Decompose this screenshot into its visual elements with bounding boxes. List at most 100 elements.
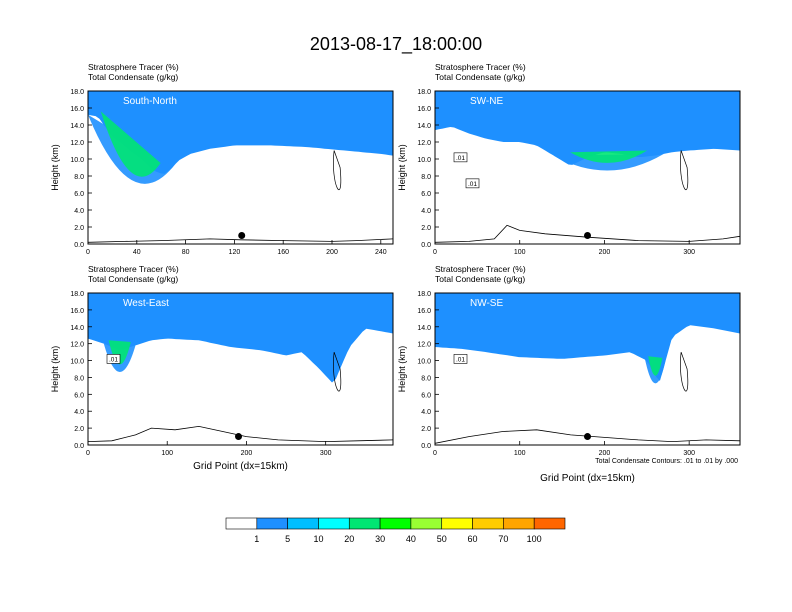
- contour-label-box: [453, 354, 468, 364]
- contour-label: .01: [456, 356, 465, 363]
- y-tick-label: 0.0: [74, 242, 84, 249]
- colorbar-box: [379, 517, 412, 530]
- x-tick-label: 120: [229, 249, 241, 256]
- colorbar-label: 40: [406, 534, 416, 544]
- colorbar-box: [472, 517, 504, 530]
- x-tick-label: 160: [277, 249, 289, 256]
- terrain-line: [88, 425, 393, 443]
- y-tick-label: 10.0: [70, 157, 84, 164]
- y-tick-label: 12.0: [417, 342, 431, 349]
- x-tick-label: 300: [683, 450, 695, 457]
- x-tick-label: 100: [514, 249, 526, 256]
- left-title-2: Total Condensate (g/kg): [435, 72, 525, 82]
- colorbar-label: 50: [437, 534, 447, 544]
- colorbar-box: [225, 517, 258, 530]
- panel-1: South-North Stratosphere Tracer (%)Total …: [50, 62, 394, 256]
- y-tick-label: 6.0: [421, 392, 431, 399]
- tracer-band: [88, 91, 393, 174]
- tracer-field: [88, 91, 393, 244]
- x-tick-label: 200: [326, 249, 338, 256]
- left-title-2: Total Condensate (g/kg): [88, 72, 178, 82]
- panel-frame: [87, 90, 394, 245]
- x-tick-label: 200: [599, 249, 611, 256]
- contour-label-box: [106, 354, 121, 364]
- tracer-band: [435, 293, 740, 381]
- left-title-2: Total Condensate (g/kg): [88, 274, 178, 284]
- contour-label: .01: [456, 155, 465, 162]
- colorbar: 1 5 10 20 30 40 50 60 70 100: [225, 517, 566, 544]
- y-tick-label: 10.0: [417, 157, 431, 164]
- contour-label-box: [465, 178, 480, 189]
- location-marker: [235, 433, 243, 441]
- colorbar-label: 10: [313, 534, 323, 544]
- tracer-band: [435, 91, 740, 165]
- x-tick-label: 80: [182, 249, 190, 256]
- y-tick-label: 0.0: [421, 242, 431, 249]
- panel-frame: [434, 292, 741, 446]
- location-marker: [238, 232, 246, 239]
- panel-3: .01 West-East Stratosphere Tracer (%)Total…: [50, 264, 394, 472]
- panel-label: SW-NE: [470, 96, 503, 107]
- y-tick-label: 18.0: [417, 291, 431, 298]
- condensate-contour: [680, 150, 689, 191]
- x-tick-label: 0: [86, 450, 90, 457]
- colorbar-label: 60: [468, 534, 478, 544]
- y-tick-label: 16.0: [417, 106, 431, 113]
- condensate-contour: [333, 150, 342, 191]
- contour-label: .01: [109, 356, 118, 363]
- y-tick-label: 0.0: [421, 443, 431, 450]
- colorbar-box: [503, 517, 535, 530]
- tracer-field: [435, 293, 740, 445]
- left-title-1: Stratosphere Tracer (%): [435, 264, 526, 274]
- colorbar-label: 70: [498, 534, 508, 544]
- y-tick-label: 18.0: [417, 89, 431, 96]
- panel-frame: [434, 90, 741, 245]
- location-marker: [584, 232, 591, 239]
- y-tick-label: 4.0: [74, 409, 84, 416]
- tracer-intrusion-core: [100, 111, 161, 177]
- colorbar-label: 1: [254, 534, 259, 544]
- y-tick-label: 6.0: [74, 191, 84, 198]
- contour-label: .01: [468, 181, 477, 188]
- panel-label: NW-SE: [470, 298, 503, 309]
- condensate-contour: [333, 351, 342, 392]
- y-tick-label: 16.0: [70, 106, 84, 113]
- tracer-band: [88, 293, 393, 383]
- panel-label: West-East: [123, 298, 169, 309]
- panel-label: South-North: [123, 96, 177, 107]
- x-tick-label: 200: [599, 450, 611, 457]
- left-title-1: Stratosphere Tracer (%): [88, 62, 179, 72]
- x-tick-label: 300: [683, 249, 695, 256]
- tracer-intrusion-core: [108, 340, 131, 365]
- tracer-field: [435, 91, 740, 244]
- contour-label-box: [453, 152, 468, 163]
- y-tick-label: 8.0: [74, 375, 84, 382]
- tracer-intrusion-core: [570, 150, 648, 163]
- x-axis-label: Grid Point (dx=15km): [540, 473, 635, 484]
- terrain-line: [435, 224, 740, 243]
- x-axis-label: Grid Point (dx=15km): [193, 461, 288, 472]
- colorbar-label: 20: [344, 534, 354, 544]
- left-title-2: Total Condensate (g/kg): [435, 274, 525, 284]
- y-tick-label: 2.0: [74, 225, 84, 232]
- x-tick-label: 100: [514, 450, 526, 457]
- y-tick-label: 16.0: [417, 308, 431, 315]
- x-tick-label: 240: [375, 249, 387, 256]
- y-tick-label: 12.0: [417, 140, 431, 147]
- y-tick-label: 14.0: [417, 325, 431, 332]
- y-tick-label: 8.0: [74, 174, 84, 181]
- y-axis-label: Height (km): [397, 144, 407, 191]
- y-tick-label: 2.0: [74, 426, 84, 433]
- colorbar-box: [256, 517, 288, 530]
- y-tick-label: 10.0: [70, 359, 84, 366]
- tracer-field: [88, 293, 393, 445]
- tracer-intrusion-core: [648, 356, 663, 376]
- colorbar-box: [318, 517, 350, 530]
- colorbar-box: [287, 517, 319, 530]
- x-tick-label: 200: [241, 450, 253, 457]
- contour-note: Total Condensate Contours: .01 to .01 by…: [595, 458, 738, 465]
- y-axis-label: Height (km): [50, 144, 60, 191]
- y-tick-label: 8.0: [421, 375, 431, 382]
